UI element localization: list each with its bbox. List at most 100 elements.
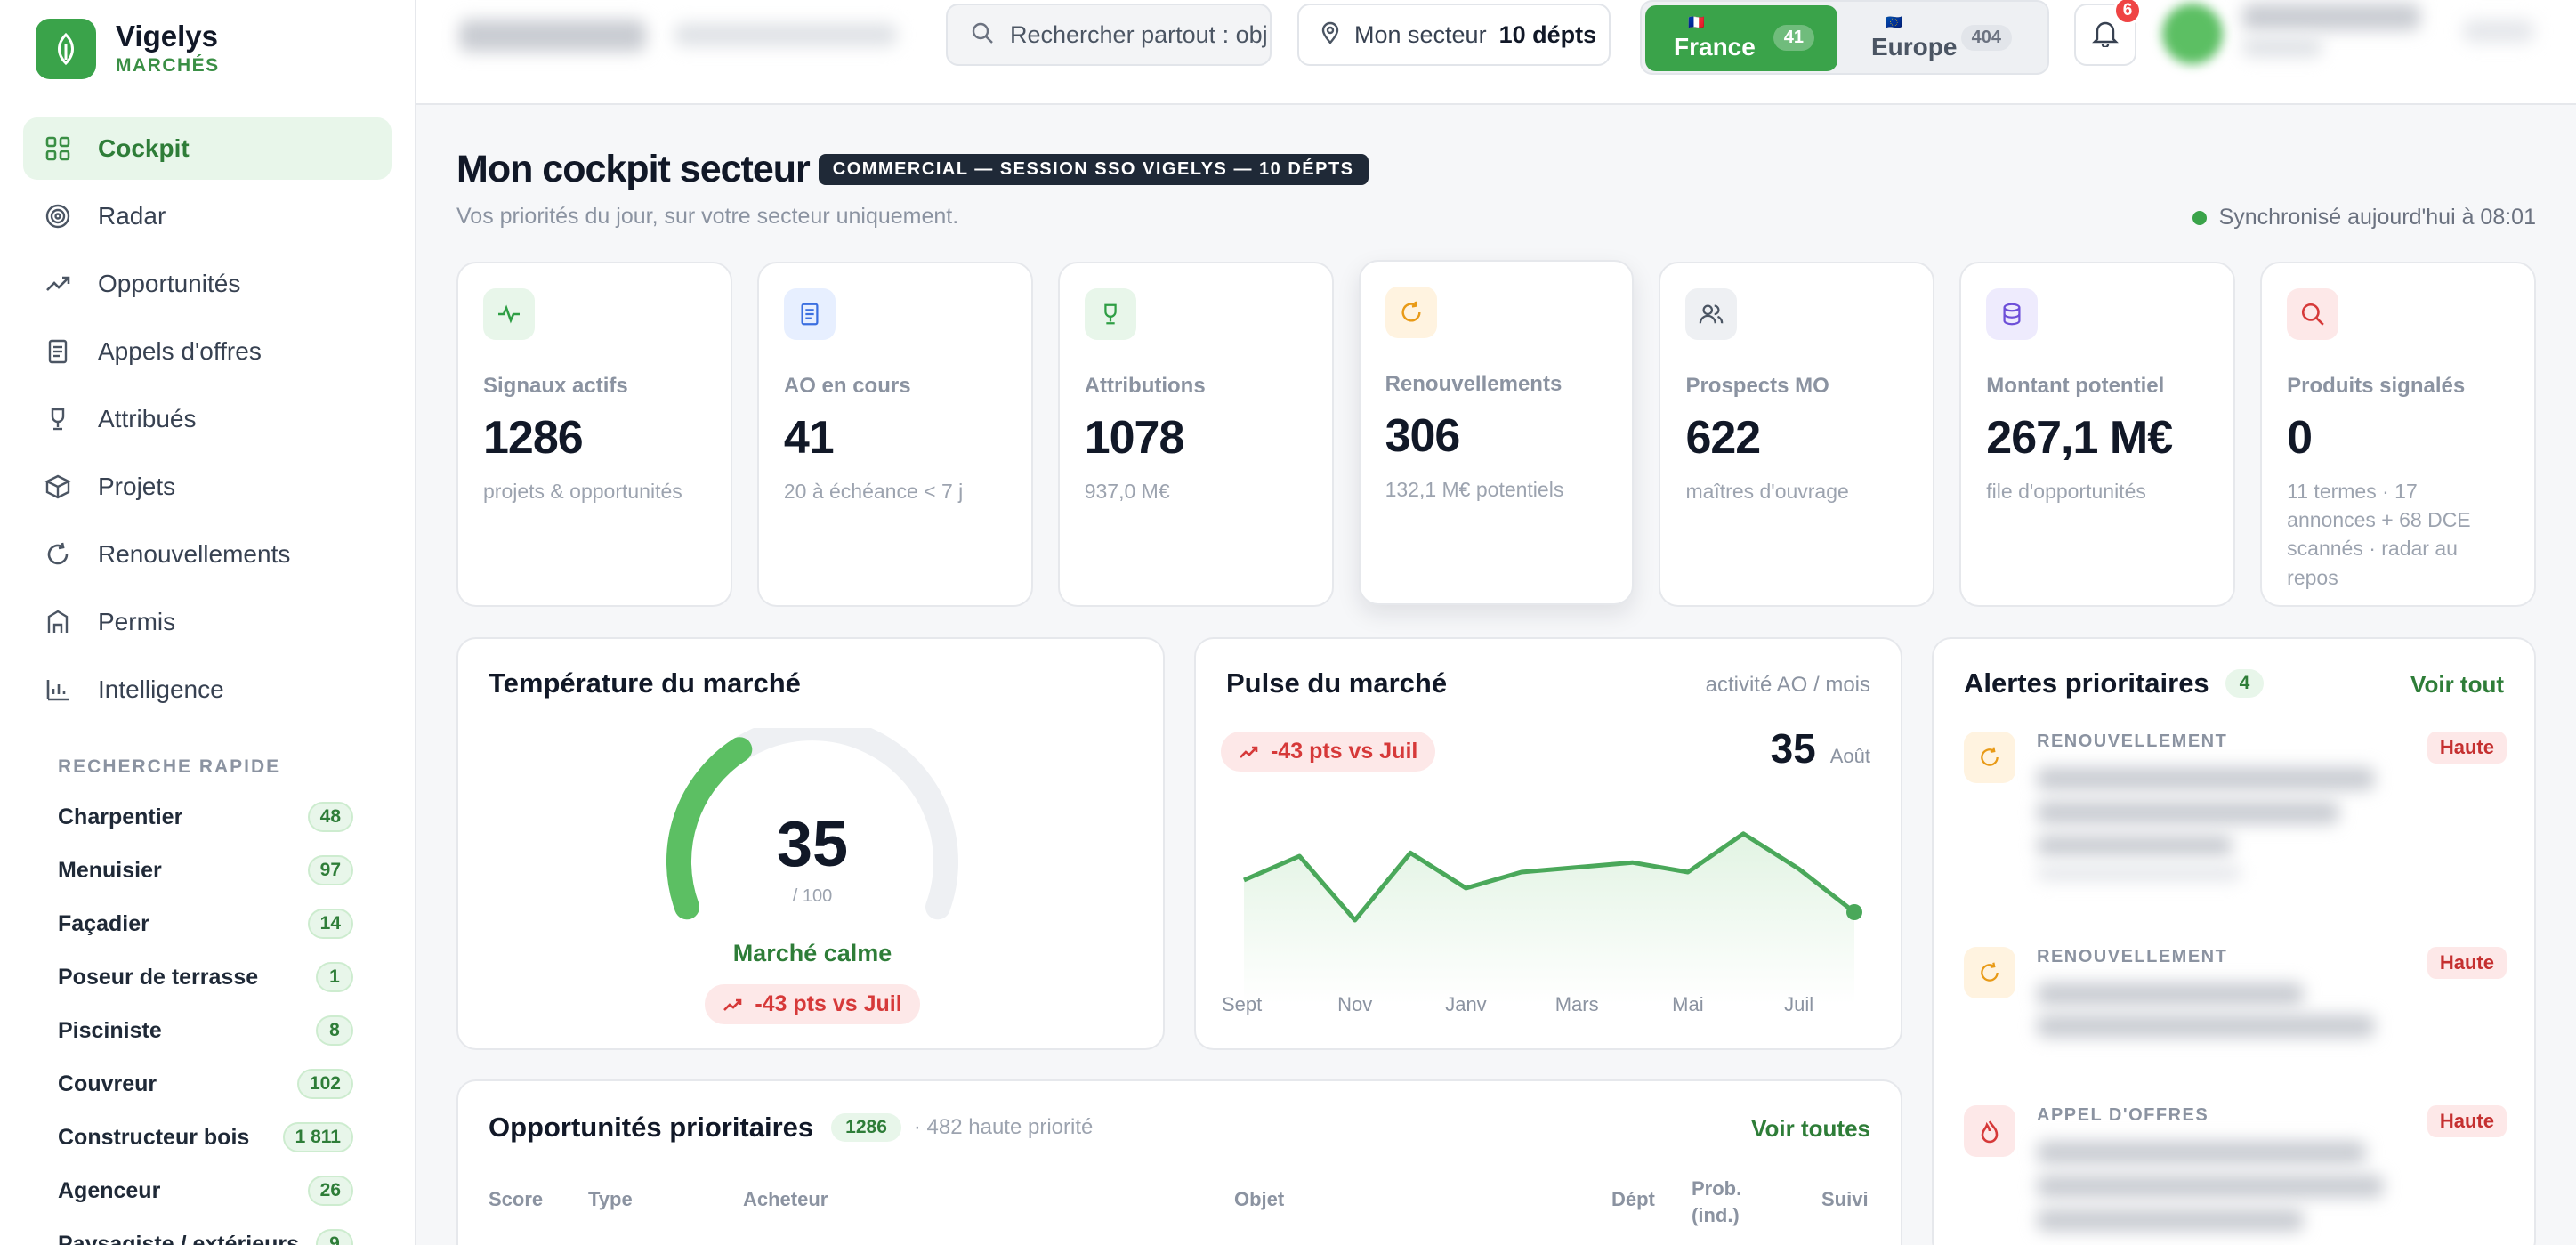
kpi-card-renouvellements[interactable]: Renouvellements 306 132,1 M€ potentiels	[1358, 260, 1635, 605]
kpi-value: 1286	[483, 412, 584, 464]
nav-item-permis[interactable]: Permis	[23, 591, 392, 653]
alert-text-redacted	[2037, 801, 2339, 824]
users-icon	[1685, 288, 1738, 340]
nav-item-appels-offres[interactable]: Appels d'offres	[23, 320, 392, 383]
pulse-area	[1244, 833, 1854, 1004]
kpi-label: Attributions	[1084, 374, 1206, 398]
quick-item-count: 9	[316, 1229, 353, 1245]
column-header-type[interactable]: Type	[588, 1188, 633, 1210]
alert-priority-badge: Haute	[2427, 732, 2507, 764]
kpi-label: Prospects MO	[1685, 374, 1829, 398]
nav-item-renouvellements[interactable]: Renouvellements	[23, 523, 392, 586]
priorities-meta: · 482 haute priorité	[913, 1115, 1094, 1139]
column-header-objet[interactable]: Objet	[1234, 1188, 1285, 1210]
main-nav: Cockpit Radar Opportunités Appels d'offr…	[0, 117, 415, 721]
sector-selector[interactable]: Mon secteur 10 dépts	[1297, 4, 1611, 66]
alerts-panel: Alertes prioritaires 4 Voir tout RENOUVE…	[1932, 637, 2536, 1245]
alert-text-redacted	[2037, 1141, 2366, 1164]
user-name-redacted	[2242, 4, 2420, 30]
column-header-probabilite[interactable]: Prob. (ind.)	[1692, 1177, 1742, 1226]
search-input[interactable]	[1010, 20, 1268, 49]
notifications-button[interactable]: 6	[2074, 0, 2142, 66]
alert-item[interactable]: RENOUVELLEMENT Haute	[1964, 947, 2507, 1089]
alert-item[interactable]: APPEL D'OFFRES Haute	[1964, 1105, 2507, 1245]
main-area: Mon secteur 10 dépts 🇫🇷 France 41 🇪🇺 Eur…	[416, 0, 2576, 1245]
pulse-title: Pulse du marché	[1226, 667, 1448, 699]
topbar: Mon secteur 10 dépts 🇫🇷 France 41 🇪🇺 Eur…	[416, 0, 2576, 105]
refresh-icon	[1385, 287, 1437, 338]
nav-item-opportunites[interactable]: Opportunités	[23, 253, 392, 315]
quick-item-count: 14	[307, 909, 353, 939]
avatar[interactable]	[2162, 4, 2223, 64]
building-icon	[43, 607, 73, 637]
flag-france-icon: 🇫🇷	[1688, 14, 1705, 30]
pulse-delta: -43 pts vs Juil	[1271, 739, 1418, 764]
quick-item[interactable]: Paysagiste / extérieurs 9	[0, 1217, 415, 1245]
quick-item[interactable]: Poseur de terrasse 1	[0, 950, 415, 1004]
quick-item-label: Charpentier	[58, 804, 183, 829]
kpi-card-montant[interactable]: Montant potentiel 267,1 M€ file d'opport…	[1959, 262, 2236, 607]
kpi-note: 11 termes · 17 annonces + 68 DCE scannés…	[2287, 480, 2471, 589]
kpi-note: projets & opportunités	[483, 480, 682, 503]
trend-icon	[723, 998, 742, 1011]
page-title: Mon cockpit secteur	[456, 148, 811, 190]
nav-label: Projets	[98, 473, 176, 500]
temperature-status: Marché calme	[732, 940, 892, 966]
temperature-gauge	[666, 728, 958, 920]
nav-item-intelligence[interactable]: Intelligence	[23, 659, 392, 721]
refresh-icon	[1964, 732, 2015, 783]
kpi-row: Signaux actifs 1286 projets & opportunit…	[456, 260, 2537, 607]
quick-item[interactable]: Agenceur 26	[0, 1164, 415, 1217]
grid-icon	[43, 133, 73, 164]
kpi-note: file d'opportunités	[1986, 480, 2146, 503]
nav-item-radar[interactable]: Radar	[23, 185, 392, 247]
kpi-label: Produits signalés	[2287, 374, 2466, 398]
priorities-see-all-link[interactable]: Voir toutes	[1751, 1115, 1870, 1142]
quick-item[interactable]: Façadier 14	[0, 897, 415, 950]
quick-item-count: 102	[296, 1069, 353, 1099]
sector-label: Mon secteur	[1354, 20, 1487, 48]
column-header-dept[interactable]: Dépt	[1611, 1188, 1655, 1210]
document-icon	[43, 336, 73, 367]
column-header-suivi[interactable]: Suivi	[1821, 1188, 1869, 1210]
alert-priority-badge: Haute	[2427, 947, 2507, 979]
search-box[interactable]	[946, 4, 1272, 66]
quick-item-label: Poseur de terrasse	[58, 964, 259, 990]
quick-item[interactable]: Pisciniste 8	[0, 1004, 415, 1057]
alert-item[interactable]: RENOUVELLEMENT Haute	[1964, 732, 2507, 909]
region-europe-button[interactable]: 🇪🇺 Europe 404	[1843, 5, 2035, 71]
table-header: Score Type Acheteur Objet Dépt Prob. (in…	[489, 1177, 1877, 1245]
quick-item[interactable]: Charpentier 48	[0, 790, 415, 844]
alert-type: RENOUVELLEMENT	[2037, 947, 2228, 966]
nav-item-attribues[interactable]: Attribués	[23, 388, 392, 450]
quick-item[interactable]: Couvreur 102	[0, 1057, 415, 1111]
pulse-panel: Pulse du marché activité AO / mois -43 p…	[1194, 637, 1902, 1050]
panels-row: Température du marché 35 / 100 Marché ca…	[456, 637, 2536, 1245]
page-subtitle: Vos priorités du jour, sur votre secteur…	[456, 204, 959, 229]
quick-item[interactable]: Menuisier 97	[0, 844, 415, 897]
alerts-see-all-link[interactable]: Voir tout	[2410, 671, 2504, 698]
refresh-icon	[43, 539, 73, 570]
column-header-acheteur[interactable]: Acheteur	[743, 1188, 828, 1210]
sync-status: Synchronisé aujourd'hui à 08:01	[2192, 205, 2536, 230]
kpi-card-signaux[interactable]: Signaux actifs 1286 projets & opportunit…	[456, 262, 732, 607]
kpi-card-attributions[interactable]: Attributions 1078 937,0 M€	[1057, 262, 1334, 607]
priorities-panel: Opportunités prioritaires 1286 · 482 hau…	[456, 1079, 1902, 1245]
alert-text-redacted	[2037, 835, 2233, 856]
kpi-card-prospects[interactable]: Prospects MO 622 maîtres d'ouvrage	[1659, 262, 1935, 607]
temperature-panel: Température du marché 35 / 100 Marché ca…	[456, 637, 1165, 1050]
quick-item[interactable]: Constructeur bois 1 811	[0, 1111, 415, 1164]
nav-label: Renouvellements	[98, 540, 291, 568]
kpi-label: Signaux actifs	[483, 374, 628, 398]
region-name: Europe	[1871, 32, 1958, 61]
quick-item-count: 48	[307, 802, 353, 832]
nav-item-projets[interactable]: Projets	[23, 456, 392, 518]
kpi-card-ao[interactable]: AO en cours 41 20 à échéance < 7 j	[756, 262, 1033, 607]
kpi-card-produits[interactable]: Produits signalés 0 11 termes · 17 annon…	[2260, 262, 2537, 607]
alert-type: APPEL D'OFFRES	[2037, 1105, 2209, 1125]
column-header-score[interactable]: Score	[489, 1188, 544, 1210]
brand[interactable]: Vigelys MARCHÉS	[0, 0, 415, 89]
region-france-button[interactable]: 🇫🇷 France 41	[1645, 5, 1837, 71]
trophy-icon	[43, 404, 73, 434]
nav-item-cockpit[interactable]: Cockpit	[23, 117, 392, 180]
